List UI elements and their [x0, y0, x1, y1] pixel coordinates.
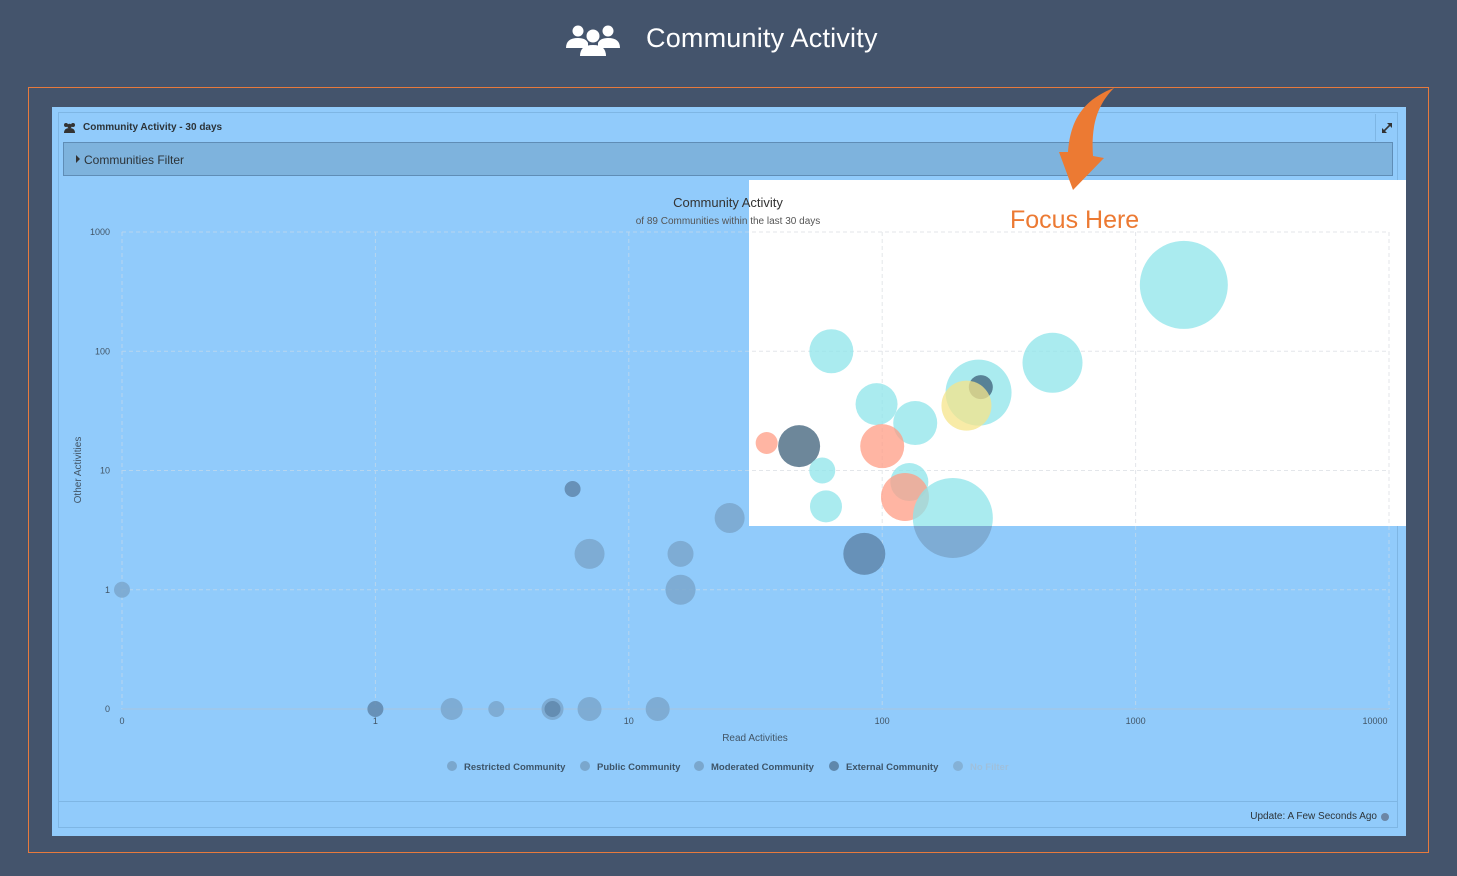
caret-right-icon: [76, 155, 80, 163]
bubble-point: [114, 581, 130, 598]
bubble-point: [714, 502, 745, 533]
chart-subtitle: of 89 Communities within the last 30 day…: [636, 216, 821, 227]
legend-dot: [580, 761, 590, 771]
y-tick-label: 1: [105, 585, 110, 595]
legend-item-label: External Community: [846, 762, 939, 773]
bubble-point: [843, 532, 886, 575]
bubble-point: [1139, 240, 1228, 329]
bubble-point: [809, 457, 836, 484]
bubble-point: [755, 432, 778, 455]
bubble-point: [645, 697, 670, 721]
legend-item-label: Moderated Community: [711, 762, 815, 773]
y-tick-label: 10: [100, 466, 110, 476]
status-dot-icon: [1381, 813, 1389, 821]
chart-title: Community Activity: [673, 195, 783, 210]
legend-item-label: Public Community: [597, 762, 681, 773]
bubble-point: [860, 424, 905, 469]
page-header: Community Activity: [0, 18, 1457, 62]
footer-divider: [59, 801, 1397, 802]
communities-filter-toggle[interactable]: Communities Filter: [63, 142, 1393, 176]
legend-dot: [447, 761, 457, 771]
x-axis-label: Read Activities: [722, 733, 788, 744]
bubble-point: [488, 701, 505, 717]
expand-icon: [1382, 123, 1392, 133]
x-tick-label: 100: [875, 716, 890, 726]
page-title: Community Activity: [646, 23, 878, 53]
bubble-point: [574, 538, 605, 569]
annotation-arrow-icon: [1059, 88, 1114, 190]
bubble-point: [855, 383, 898, 426]
bubble-point: [893, 401, 938, 446]
bubble-point: [912, 477, 993, 526]
filter-label: Communities Filter: [84, 153, 185, 167]
bubble-point: [1022, 332, 1083, 393]
bubble-point: [778, 425, 821, 468]
x-tick-label: 10: [624, 716, 634, 726]
widget-panel: Community Activity - 30 days Communities…: [58, 112, 1398, 828]
bubble-point: [577, 697, 602, 721]
bubble-point: [367, 701, 384, 717]
bubble-point: [809, 329, 854, 374]
bubble-point: [544, 701, 561, 717]
bubble-point: [667, 540, 694, 567]
y-tick-label: 1000: [90, 227, 110, 237]
update-status: Update: A Few Seconds Ago: [1250, 811, 1377, 822]
widget-header: Community Activity - 30 days: [59, 113, 1397, 143]
x-tick-label: 1000: [1126, 716, 1146, 726]
focus-annotation: Focus Here: [1010, 206, 1140, 234]
legend-item-label: Restricted Community: [464, 762, 566, 773]
users-icon: [64, 123, 75, 133]
y-tick-label: 100: [95, 346, 110, 356]
users-group-icon: [566, 25, 620, 56]
expand-button[interactable]: [1375, 114, 1398, 141]
y-axis-label: Other Activities: [73, 437, 84, 504]
legend-item-label: No Filter: [970, 762, 1009, 773]
x-tick-label: 10000: [1362, 716, 1387, 726]
legend-dot: [953, 761, 963, 771]
highlight-frame: [28, 87, 1429, 853]
bubble-point: [665, 574, 696, 605]
widget-title: Community Activity - 30 days: [83, 122, 223, 133]
legend-dot: [829, 761, 839, 771]
bubble-point: [809, 490, 842, 523]
x-tick-label: 0: [119, 716, 124, 726]
chart-subtitle: of 89 Communities within the last 30 day…: [636, 216, 821, 227]
bubble-point: [564, 480, 581, 497]
y-tick-label: 0: [105, 704, 110, 714]
bubble-point: [941, 380, 992, 431]
bubble-point: [440, 698, 463, 720]
x-tick-label: 1: [373, 716, 378, 726]
legend-dot: [694, 761, 704, 771]
